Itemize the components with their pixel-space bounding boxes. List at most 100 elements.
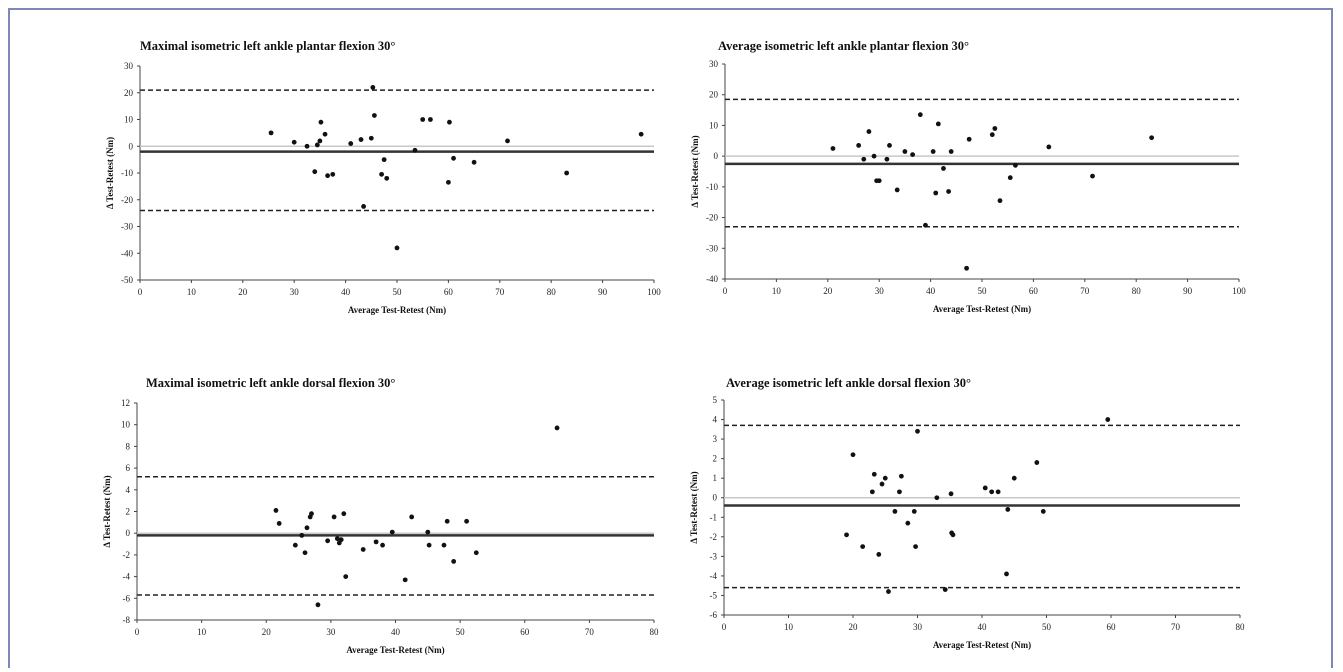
data-point [905,520,911,526]
x-tick-label: 70 [585,627,595,637]
x-tick-label: 20 [262,627,272,637]
data-point [942,587,948,592]
data-point [361,204,366,209]
data-point [887,142,892,148]
data-point [935,121,941,127]
data-point [299,532,305,538]
y-tick-label: 10 [709,120,719,130]
data-point [554,425,560,431]
data-point [886,589,891,594]
data-point [304,143,310,149]
data-point [898,473,904,479]
data-point [389,529,395,535]
x-tick-label: 70 [1080,286,1090,296]
y-tick-label: -40 [706,274,718,284]
data-point [451,559,457,564]
x-tick-label: 0 [723,286,728,296]
data-point [1013,162,1018,168]
data-point [1105,417,1111,422]
x-tick-label: 20 [823,286,833,296]
x-tick-label: 10 [187,287,197,297]
data-point [879,481,885,487]
data-point [997,198,1003,204]
y-tick-label: -2 [123,550,131,560]
data-point [856,142,862,148]
data-point [384,175,390,181]
x-tick-label: 90 [1183,286,1193,296]
chart-panel-2: Average isometric left ankle plantar fle… [690,39,1246,314]
data-point [425,529,431,535]
chart-title: Average isometric left ankle dorsal flex… [726,376,971,390]
y-tick-label: -50 [121,275,133,285]
x-axis-label: Average Test-Retest (Nm) [348,305,446,315]
data-point [471,159,477,165]
chart-title: Maximal isometric left ankle dorsal flex… [146,376,395,390]
x-tick-label: 10 [784,622,794,632]
data-point [273,508,279,513]
data-point [348,141,354,146]
data-point [1046,144,1052,150]
chart-panel-3: Maximal isometric left ankle dorsal flex… [102,376,659,655]
y-tick-label: -6 [710,610,718,620]
data-point [464,518,469,524]
y-tick-label: -5 [710,590,718,600]
y-tick-label: 12 [121,398,130,408]
data-point [910,152,916,158]
x-tick-label: 80 [650,627,660,637]
data-point [325,173,331,179]
data-point [380,542,385,548]
data-point [302,550,308,556]
data-point [1149,135,1155,141]
data-point [330,171,336,177]
x-axis-label: Average Test-Retest (Nm) [346,645,444,655]
data-point [358,137,364,142]
y-tick-label: 0 [129,141,134,151]
chart-title: Maximal isometric left ankle plantar fle… [140,39,395,53]
x-tick-label: 60 [444,287,454,297]
data-point [268,130,274,136]
data-point [844,532,849,538]
data-point [911,509,917,514]
y-tick-label: -2 [710,532,718,542]
data-point [325,538,331,544]
y-tick-label: 3 [713,434,718,444]
data-point [913,544,918,549]
data-point [948,491,954,497]
data-point [915,428,920,434]
y-tick-label: -20 [706,213,718,223]
y-tick-label: 30 [709,59,719,69]
data-point [923,222,928,228]
data-point [861,156,867,162]
data-point [379,171,384,177]
data-point [368,135,374,141]
y-tick-label: -4 [710,571,718,581]
data-point [409,514,415,520]
x-axis-label: Average Test-Retest (Nm) [933,304,1031,314]
y-tick-label: 8 [126,441,131,451]
data-point [966,136,972,142]
y-tick-label: -1 [710,512,718,522]
data-point [338,537,344,543]
y-tick-label: 20 [124,88,134,98]
data-point [314,142,320,148]
x-tick-label: 40 [926,286,936,296]
data-point [331,514,337,520]
figure-border [8,8,1333,668]
data-point [946,189,951,194]
y-tick-label: 5 [713,395,718,405]
x-tick-label: 60 [1107,622,1117,632]
data-point [309,511,314,517]
x-tick-label: 60 [1029,286,1039,296]
data-point [1007,175,1013,181]
y-tick-label: 2 [713,454,718,464]
data-point [394,245,400,251]
data-point [1005,507,1011,512]
data-point [917,112,923,118]
x-axis-label: Average Test-Retest (Nm) [933,640,1031,650]
y-tick-label: -3 [710,551,718,561]
y-tick-label: 2 [126,507,131,517]
x-tick-label: 60 [520,627,530,637]
data-point [850,452,856,458]
x-tick-label: 70 [495,287,505,297]
y-axis-label: Δ Test-Retest (Nm) [690,135,700,207]
